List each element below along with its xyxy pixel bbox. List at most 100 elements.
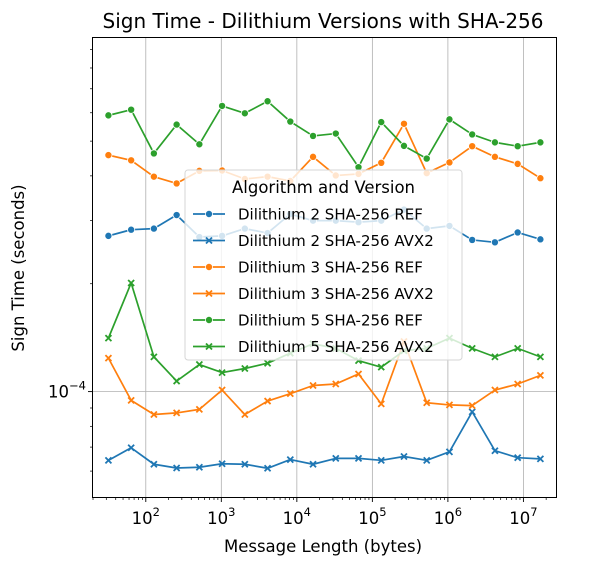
series-group (104, 408, 545, 472)
data-point (218, 386, 226, 394)
data-point (127, 396, 135, 405)
legend-label: Dilithium 5 SHA-256 AVX2 (238, 338, 434, 356)
data-point (514, 344, 522, 353)
data-point (149, 172, 158, 181)
data-point (331, 129, 340, 138)
data-point (377, 400, 385, 408)
data-point (104, 354, 113, 362)
data-point (332, 380, 340, 388)
data-point (309, 131, 318, 140)
data-point (127, 225, 136, 234)
data-point (468, 401, 476, 410)
data-point (104, 334, 113, 342)
data-point (150, 410, 158, 419)
data-point (354, 454, 363, 463)
data-point (195, 463, 203, 471)
legend-label: Dilithium 5 SHA-256 REF (238, 312, 423, 330)
legend-swatch-marker (205, 342, 213, 351)
data-point (127, 105, 136, 114)
data-point (423, 456, 431, 464)
legend-item: Dilithium 2 SHA-256 AVX2 (193, 232, 434, 250)
data-point (195, 405, 203, 414)
data-point (309, 381, 317, 390)
legend-item: Dilithium 5 SHA-256 AVX2 (193, 338, 434, 356)
x-axis-label: Message Length (bytes) (224, 537, 422, 556)
data-point (514, 454, 522, 462)
x-tick-label: 103 (207, 505, 235, 528)
data-point (309, 460, 317, 468)
data-point (536, 138, 545, 147)
data-point (399, 119, 408, 128)
data-point (490, 152, 499, 161)
legend-item: Dilithium 3 SHA-256 REF (193, 259, 423, 277)
data-point (445, 158, 454, 167)
data-point (491, 353, 499, 361)
data-point (536, 235, 545, 244)
data-point (513, 228, 522, 237)
data-point (172, 464, 181, 472)
legend-label: Dilithium 3 SHA-256 AVX2 (238, 285, 434, 303)
series-line (108, 100, 541, 169)
data-point (468, 142, 477, 151)
data-point (422, 154, 431, 163)
data-point (286, 455, 294, 464)
data-point (286, 117, 295, 126)
x-tick-label: 104 (283, 505, 311, 528)
data-point (127, 156, 136, 165)
data-point (263, 397, 272, 405)
series-group (104, 337, 545, 419)
legend-swatch-marker (204, 209, 213, 218)
data-point (445, 115, 454, 124)
data-point (263, 464, 272, 472)
legend-title: Algorithm and Version (232, 178, 415, 197)
data-point (332, 454, 340, 463)
y-tick-label: 10−4 (48, 379, 86, 402)
data-point (377, 158, 386, 167)
data-point (172, 409, 181, 417)
legend-label: Dilithium 2 SHA-256 REF (238, 206, 423, 224)
legend-swatch-marker (205, 289, 213, 298)
data-point (104, 456, 113, 464)
data-point (172, 377, 181, 385)
plot-frame (92, 37, 557, 498)
data-point (240, 109, 249, 118)
data-point (491, 447, 499, 455)
data-point (490, 138, 499, 147)
x-tick-label: 107 (509, 505, 537, 528)
data-point (150, 353, 158, 361)
legend-item: Dilithium 5 SHA-256 REF (193, 312, 423, 330)
data-point (149, 224, 158, 233)
data-point (423, 399, 431, 407)
legend-swatch-marker (204, 262, 213, 271)
data-point (172, 179, 181, 188)
data-point (104, 111, 113, 120)
chart-title: Sign Time - Dilithium Versions with SHA-… (103, 9, 544, 33)
data-point (468, 130, 477, 139)
data-point (218, 101, 227, 110)
data-point (400, 452, 408, 461)
x-tick-label: 102 (132, 505, 160, 528)
legend-label: Dilithium 2 SHA-256 AVX2 (238, 232, 434, 250)
data-point (150, 460, 158, 468)
data-point (536, 371, 545, 379)
data-point (172, 120, 181, 129)
data-point (127, 279, 135, 287)
data-point (513, 159, 522, 168)
data-point (490, 238, 499, 247)
data-point (468, 235, 477, 244)
y-axis-label: Sign Time (seconds) (9, 184, 28, 351)
legend: Algorithm and Version Dilithium 2 SHA-256… (184, 169, 463, 361)
data-point (536, 455, 545, 463)
x-tick-label: 105 (358, 505, 386, 528)
data-point (218, 460, 226, 468)
data-point (172, 211, 181, 220)
legend-swatch-marker (204, 315, 213, 324)
data-point (399, 141, 408, 150)
series-line (108, 122, 541, 185)
data-point (309, 152, 318, 161)
data-point (536, 353, 545, 361)
legend-item: Dilithium 3 SHA-256 AVX2 (193, 285, 434, 303)
series-line (107, 340, 541, 416)
